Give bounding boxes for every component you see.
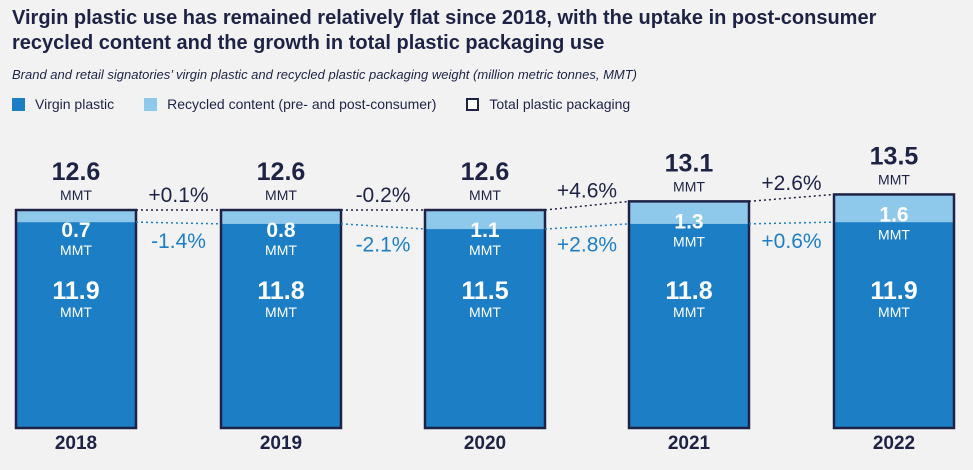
legend-label-total: Total plastic packaging [489,96,631,112]
legend-label-virgin: Virgin plastic [35,96,115,112]
bar-total-outline-2018 [14,208,138,430]
total-change-label-3: +2.6% [761,172,821,195]
virgin-value-label-2021: 11.8 [665,277,712,305]
recycled-unit-label-2021: MMT [673,233,705,249]
total-value-label-2020: 12.6 [461,158,510,186]
bar-recycled-2018 [16,210,136,223]
total-unit-label-2022: MMT [878,171,910,187]
legend-swatch-virgin [12,97,25,111]
bar-total-outline-2019 [219,208,343,430]
total-change-label-2: +4.6% [557,180,617,203]
recycled-unit-label-2020: MMT [469,242,501,258]
total-unit-label-2020: MMT [469,187,501,203]
bar-total-outline-2022 [832,193,956,430]
total-value-label-2019: 12.6 [257,158,306,186]
bar-virgin-2018 [16,222,136,428]
category-label-2022: 2022 [873,433,915,454]
total-connector-line-3 [748,193,835,203]
virgin-change-label-2: +2.8% [557,233,617,256]
virgin-change-label-3: +0.6% [761,230,821,253]
virgin-connector-line-0 [135,221,222,225]
total-unit-label-2018: MMT [60,187,92,203]
legend-item-total: Total plastic packaging [466,96,630,112]
total-change-label-0: +0.1% [148,184,208,207]
bar-virgin-2019 [221,223,341,428]
category-label-2019: 2019 [260,433,302,454]
virgin-value-label-2018: 11.9 [52,277,99,305]
bar-virgin-2021 [629,223,749,428]
legend-item-recycled: Recycled content (pre- and post-consumer… [144,96,436,112]
total-value-label-2018: 12.6 [52,158,101,186]
virgin-unit-label-2022: MMT [878,304,910,320]
total-value-label-2021: 13.1 [665,149,714,177]
bar-total-outline-2020 [423,208,547,430]
total-value-label-2022: 13.5 [870,142,919,170]
bar-virgin-2022 [834,222,954,428]
virgin-connector-line-1 [340,223,426,230]
recycled-value-label-2021: 1.3 [674,210,703,233]
recycled-value-label-2020: 1.1 [470,219,500,242]
virgin-unit-label-2020: MMT [469,304,501,320]
bar-total-outline-2021 [627,200,751,430]
virgin-unit-label-2021: MMT [673,304,705,320]
virgin-unit-label-2019: MMT [265,304,297,320]
legend-item-virgin: Virgin plastic [12,96,114,112]
virgin-connector-line-3 [748,221,835,225]
chart-title: Virgin plastic use has remained relative… [12,7,877,54]
recycled-unit-label-2019: MMT [265,242,297,258]
virgin-value-label-2020: 11.5 [461,277,508,305]
bar-recycled-2022 [834,194,954,223]
category-label-2021: 2021 [668,433,711,454]
bar-recycled-2021 [629,201,749,224]
legend: Virgin plastic Recycled content (pre- an… [12,94,660,114]
virgin-connector-line-2 [544,223,630,230]
chart-subtitle: Brand and retail signatories’ virgin pla… [12,67,637,82]
total-unit-label-2021: MMT [673,178,705,194]
virgin-value-label-2022: 11.9 [870,277,917,305]
recycled-value-label-2022: 1.6 [879,203,908,226]
legend-swatch-total [466,97,480,111]
total-connector-line-2 [544,200,630,211]
total-unit-label-2019: MMT [265,187,297,203]
recycled-unit-label-2018: MMT [60,242,92,258]
virgin-change-label-0: -1.4% [151,230,206,253]
bar-recycled-2019 [221,210,341,224]
virgin-unit-label-2018: MMT [60,304,92,320]
legend-swatch-recycled [144,97,158,111]
category-label-2018: 2018 [55,433,97,454]
virgin-change-label-1: -2.1% [356,233,411,256]
virgin-value-label-2019: 11.8 [257,277,304,305]
recycled-value-label-2018: 0.7 [61,219,90,242]
total-change-label-1: -0.2% [356,184,411,207]
bar-recycled-2020 [425,210,545,230]
recycled-unit-label-2022: MMT [878,226,910,242]
bar-virgin-2020 [425,229,545,428]
category-label-2020: 2020 [464,433,506,454]
legend-label-recycled: Recycled content (pre- and post-consumer… [167,96,437,112]
recycled-value-label-2019: 0.8 [266,219,296,242]
